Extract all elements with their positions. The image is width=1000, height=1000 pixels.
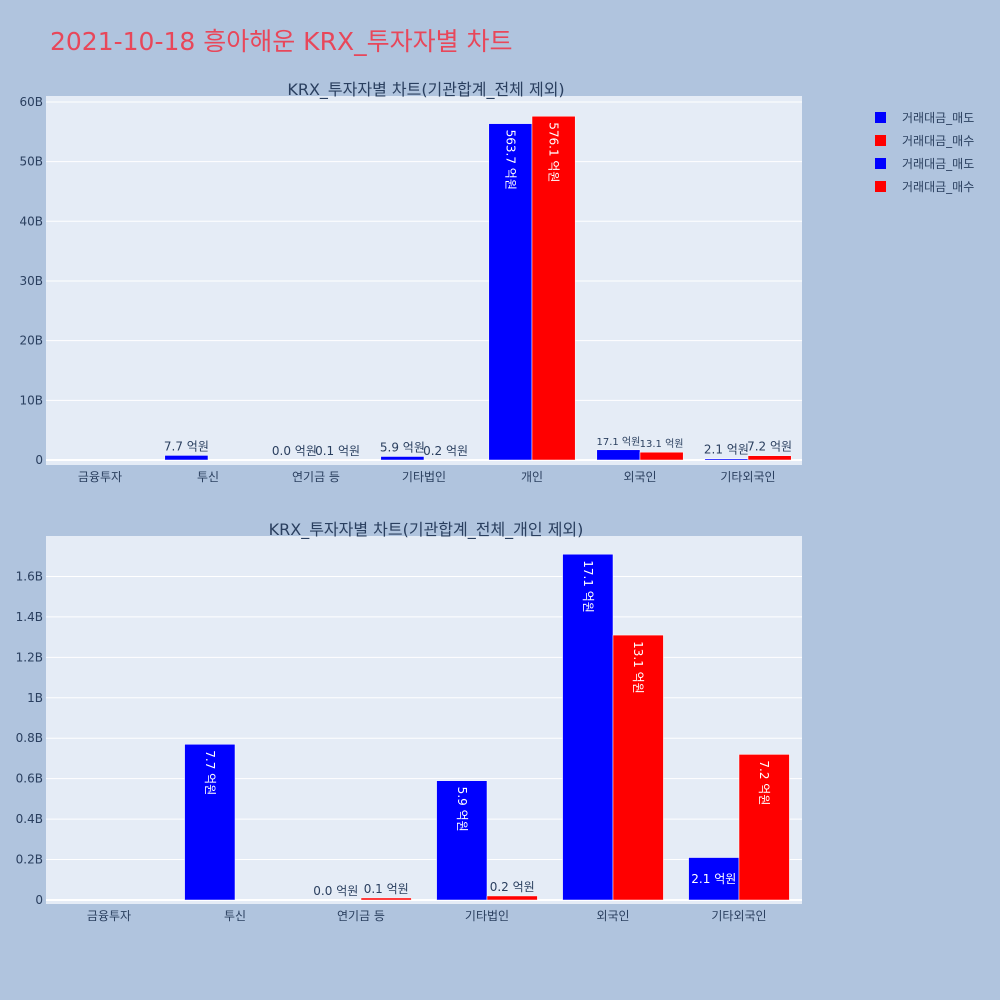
- y-tick-label: 0.8B: [16, 731, 43, 745]
- legend-label: 거래대금_매도: [902, 111, 975, 125]
- bar-sell: [184, 744, 236, 901]
- data-label: 0.2 억원: [423, 444, 468, 458]
- y-tick-label: 0: [35, 453, 43, 467]
- x-tick-label: 기타외국인: [711, 909, 766, 923]
- bar-sell: [488, 123, 533, 461]
- legend-swatch: [875, 158, 886, 169]
- x-tick-label: 연기금 등: [292, 470, 340, 484]
- bar-sell: [380, 456, 425, 461]
- y-tick-label: 20B: [19, 334, 43, 348]
- x-tick-label: 금융투자: [78, 470, 122, 484]
- bar-sell: [436, 780, 488, 901]
- y-tick-label: 0.2B: [16, 853, 43, 867]
- y-tick-label: 30B: [19, 274, 43, 288]
- y-tick-label: 60B: [19, 95, 43, 109]
- legend-item[interactable]: 거래대금_매수: [875, 175, 974, 198]
- legend-swatch: [875, 112, 886, 123]
- data-label: 17.1 억원: [596, 436, 640, 448]
- bar-sell: [562, 553, 614, 901]
- data-label: 7.7 억원: [164, 439, 209, 453]
- x-tick-label: 기타외국인: [720, 470, 775, 484]
- data-label: 2.1 억원: [704, 443, 749, 457]
- bar-buy: [360, 897, 412, 901]
- legend-item[interactable]: 거래대금_매도: [875, 106, 974, 129]
- legend-swatch: [875, 135, 886, 146]
- data-label: 0.0 억원: [313, 884, 358, 898]
- bar-sell: [688, 857, 740, 901]
- plot-area: [46, 536, 802, 904]
- data-label: 0.1 억원: [315, 444, 360, 458]
- x-tick-label: 기타법인: [402, 470, 446, 484]
- chart-title: KRX_투자자별 차트(기관합계_전체 제외): [287, 80, 564, 100]
- x-tick-label: 투신: [197, 470, 219, 484]
- data-label: 576.1 억원: [547, 122, 561, 182]
- legend-item[interactable]: 거래대금_매도: [875, 152, 974, 175]
- x-tick-label: 금융투자: [87, 909, 131, 923]
- data-label: 5.9 억원: [380, 440, 425, 454]
- data-label: 17.1 억원: [581, 560, 595, 613]
- x-tick-label: 개인: [521, 470, 543, 484]
- bar-sell: [164, 455, 209, 461]
- y-tick-label: 0: [35, 893, 43, 907]
- legend-swatch: [875, 181, 886, 192]
- x-tick-label: 투신: [224, 909, 246, 923]
- data-label: 0.1 억원: [364, 882, 409, 896]
- y-tick-label: 1.4B: [16, 610, 43, 624]
- legend-label: 거래대금_매수: [902, 134, 975, 148]
- y-tick-label: 50B: [19, 155, 43, 169]
- y-tick-label: 0.4B: [16, 812, 43, 826]
- data-label: 0.2 억원: [490, 880, 535, 894]
- data-label: 0.0 억원: [272, 444, 317, 458]
- data-label: 563.7 억원: [503, 130, 517, 190]
- bar-sell: [596, 449, 641, 461]
- x-tick-label: 외국인: [623, 470, 656, 484]
- y-tick-label: 1.2B: [16, 650, 43, 664]
- y-tick-label: 1.6B: [16, 569, 43, 583]
- x-tick-label: 기타법인: [465, 909, 509, 923]
- legend: 거래대금_매도 거래대금_매수 거래대금_매도 거래대금_매수: [875, 106, 974, 198]
- y-tick-label: 0.6B: [16, 772, 43, 786]
- bar-buy: [531, 115, 576, 461]
- data-label: 7.7 억원: [203, 750, 217, 795]
- data-label: 7.2 억원: [757, 760, 771, 805]
- bar-buy: [639, 451, 684, 461]
- bar-buy: [747, 455, 792, 461]
- chart-title: KRX_투자자별 차트(기관합계_전체_개인 제외): [269, 520, 584, 540]
- bar-sell: [704, 458, 749, 461]
- data-label: 13.1 억원: [640, 438, 684, 450]
- y-tick-label: 10B: [19, 393, 43, 407]
- bar-buy: [738, 754, 790, 901]
- legend-label: 거래대금_매수: [902, 180, 975, 194]
- y-tick-label: 1B: [27, 691, 43, 705]
- bar-buy: [486, 895, 538, 901]
- legend-item[interactable]: 거래대금_매수: [875, 129, 974, 152]
- page-title: 2021-10-18 흥아해운 KRX_투자자별 차트: [50, 27, 513, 56]
- x-tick-label: 연기금 등: [337, 909, 385, 923]
- bar-buy: [612, 634, 664, 901]
- x-tick-label: 외국인: [596, 909, 629, 923]
- legend-label: 거래대금_매도: [902, 157, 975, 171]
- data-label: 7.2 억원: [747, 440, 792, 454]
- y-tick-label: 40B: [19, 214, 43, 228]
- data-label: 5.9 억원: [455, 787, 469, 832]
- data-label: 13.1 억원: [631, 641, 645, 694]
- data-label: 2.1 억원: [691, 872, 736, 886]
